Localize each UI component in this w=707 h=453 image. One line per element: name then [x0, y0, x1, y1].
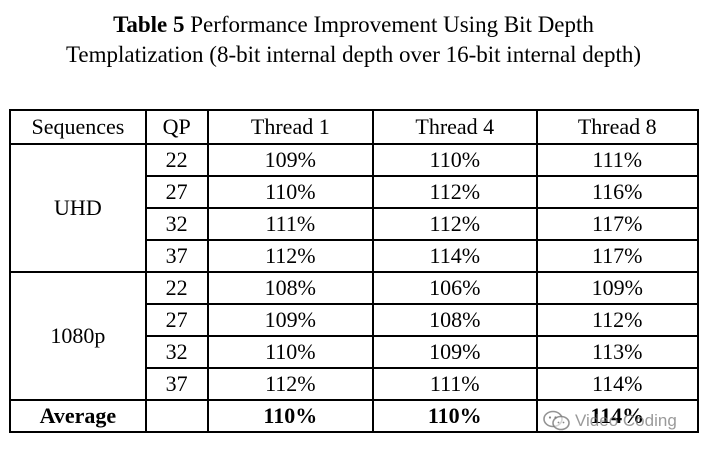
thread-8-cell: 111%: [535, 143, 699, 177]
thread-1-cell: 112%: [206, 367, 375, 401]
thread-8-cell: 112%: [535, 303, 699, 337]
wechat-icon: [543, 410, 571, 432]
thread-1-cell: 110%: [206, 175, 375, 209]
watermark: Video Coding: [543, 410, 677, 432]
thread-8-cell: 117%: [535, 207, 699, 241]
caption-title-part1: Performance Improvement Using Bit Depth: [190, 12, 594, 37]
table-row: 37 112% 111% 114%: [10, 367, 699, 401]
qp-cell: 22: [144, 143, 209, 177]
header-row: Sequences QP Thread 1 Thread 4 Thread 8: [9, 109, 699, 145]
header-thread-4: Thread 4: [372, 109, 538, 145]
average-thread-4: 110%: [372, 399, 538, 433]
thread-8-cell: 117%: [535, 239, 699, 273]
sequence-cell-1080p: 1080p: [9, 271, 147, 401]
caption-line-2: Templatization (8-bit internal depth ove…: [65, 42, 642, 67]
qp-cell: 27: [144, 303, 209, 337]
watermark-text: Video Coding: [575, 411, 677, 430]
table-caption: Table 5 Performance Improvement Using Bi…: [0, 10, 707, 70]
header-thread-8: Thread 8: [535, 109, 699, 145]
header-thread-1: Thread 1: [206, 109, 375, 145]
table-row: 32 110% 109% 113%: [10, 335, 699, 369]
average-thread-1: 110%: [206, 399, 375, 433]
thread-4-cell: 106%: [372, 271, 538, 305]
thread-4-cell: 109%: [372, 335, 538, 369]
sequence-cell-uhd: UHD: [9, 143, 147, 273]
thread-1-cell: 110%: [206, 335, 375, 369]
qp-cell: 32: [144, 335, 209, 369]
thread-8-cell: 116%: [535, 175, 699, 209]
thread-4-cell: 111%: [372, 367, 538, 401]
thread-4-cell: 108%: [372, 303, 538, 337]
caption-label: Table 5: [113, 12, 185, 37]
thread-1-cell: 111%: [206, 207, 375, 241]
thread-8-cell: 113%: [535, 335, 699, 369]
thread-8-cell: 109%: [535, 271, 699, 305]
table-row: UHD 22 109% 110% 111%: [9, 143, 699, 273]
qp-cell: 27: [144, 175, 209, 209]
thread-4-cell: 112%: [372, 175, 538, 209]
header-sequences: Sequences: [9, 109, 147, 145]
average-row: Average 110% 110% 114%: [9, 399, 699, 433]
performance-table: Sequences QP Thread 1 Thread 4 Thread 8 …: [9, 109, 699, 433]
caption-line-1: Table 5 Performance Improvement Using Bi…: [0, 10, 707, 40]
table-row: 1080p 22 108% 106% 109%: [9, 271, 699, 401]
qp-cell: 22: [144, 271, 209, 305]
thread-4-cell: 110%: [372, 143, 538, 177]
thread-8-cell: 114%: [535, 367, 699, 401]
table-row: 32 111% 112% 117%: [10, 207, 699, 241]
thread-1-cell: 108%: [206, 271, 375, 305]
qp-cell: 37: [144, 367, 209, 401]
thread-1-cell: 112%: [206, 239, 375, 273]
qp-cell: 37: [144, 239, 209, 273]
header-qp: QP: [144, 109, 209, 145]
thread-4-cell: 112%: [372, 207, 538, 241]
table-row: 37 112% 114% 117%: [10, 239, 699, 273]
thread-4-cell: 114%: [372, 239, 538, 273]
average-label: Average: [9, 399, 147, 433]
average-qp-cell: [144, 399, 209, 433]
thread-1-cell: 109%: [206, 303, 375, 337]
table-row: 27 110% 112% 116%: [10, 175, 699, 209]
qp-cell: 32: [144, 207, 209, 241]
thread-1-cell: 109%: [206, 143, 375, 177]
table-row: 27 109% 108% 112%: [10, 303, 699, 337]
